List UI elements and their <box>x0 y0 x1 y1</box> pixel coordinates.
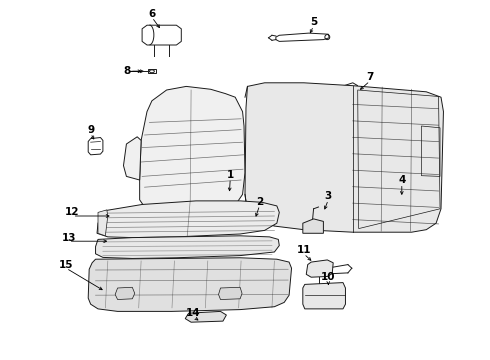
Text: 7: 7 <box>366 72 374 82</box>
Text: 6: 6 <box>148 9 155 19</box>
Text: 3: 3 <box>325 191 332 201</box>
Polygon shape <box>98 210 108 236</box>
Polygon shape <box>97 201 279 238</box>
Text: 5: 5 <box>310 17 317 27</box>
Polygon shape <box>115 287 135 300</box>
Text: 9: 9 <box>87 125 94 135</box>
Text: 12: 12 <box>65 207 80 217</box>
Polygon shape <box>123 137 141 180</box>
Text: 4: 4 <box>398 175 406 185</box>
Polygon shape <box>303 283 345 309</box>
Polygon shape <box>96 236 279 258</box>
Text: 13: 13 <box>61 233 76 243</box>
Polygon shape <box>140 86 245 216</box>
Polygon shape <box>245 83 443 232</box>
Text: 15: 15 <box>59 260 74 270</box>
Polygon shape <box>219 287 242 300</box>
Text: 8: 8 <box>124 66 131 76</box>
Polygon shape <box>88 258 292 311</box>
Polygon shape <box>306 260 333 277</box>
Polygon shape <box>303 219 323 233</box>
Text: 10: 10 <box>321 272 336 282</box>
Text: 14: 14 <box>186 308 201 318</box>
Polygon shape <box>185 311 226 322</box>
Text: 1: 1 <box>227 170 234 180</box>
Text: 2: 2 <box>256 197 263 207</box>
Text: 11: 11 <box>296 245 311 255</box>
